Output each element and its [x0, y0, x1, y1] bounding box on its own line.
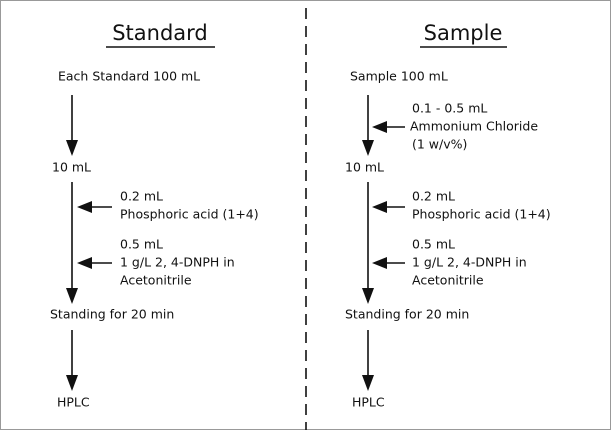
addition: 0.5 mL	[120, 237, 163, 252]
addition: 0.5 mL	[412, 237, 455, 252]
addition: 0.2 mL	[412, 189, 455, 204]
side-arrow	[372, 201, 405, 213]
node: 10 mL	[52, 160, 91, 175]
arrow	[362, 330, 374, 391]
column-title: Sample	[424, 21, 503, 45]
node: HPLC	[352, 395, 385, 410]
arrow	[66, 95, 78, 156]
side-arrow	[77, 201, 112, 213]
addition: Acetonitrile	[120, 273, 192, 288]
side-arrow	[372, 121, 405, 133]
side-arrow	[372, 257, 405, 269]
addition: Phosphoric acid (1+4)	[412, 207, 551, 222]
addition: Ammonium Chloride	[410, 119, 538, 134]
addition: Phosphoric acid (1+4)	[120, 207, 259, 222]
node: Sample 100 mL	[350, 69, 448, 84]
addition: 1 g/L 2, 4-DNPH in	[412, 255, 527, 270]
node: Each Standard 100 mL	[58, 69, 200, 84]
addition: (1 w/v%)	[412, 137, 467, 152]
node: Standing for 20 min	[345, 307, 469, 322]
arrow	[66, 182, 78, 304]
node: HPLC	[57, 395, 90, 410]
side-arrow	[77, 257, 112, 269]
addition: 0.2 mL	[120, 189, 163, 204]
node: 10 mL	[345, 160, 384, 175]
node: Standing for 20 min	[50, 307, 174, 322]
arrow	[362, 95, 374, 156]
column-title: Standard	[112, 21, 208, 45]
addition: Acetonitrile	[412, 273, 484, 288]
arrow	[66, 330, 78, 391]
addition: 1 g/L 2, 4-DNPH in	[120, 255, 235, 270]
addition: 0.1 - 0.5 mL	[412, 101, 487, 116]
arrow	[362, 182, 374, 304]
